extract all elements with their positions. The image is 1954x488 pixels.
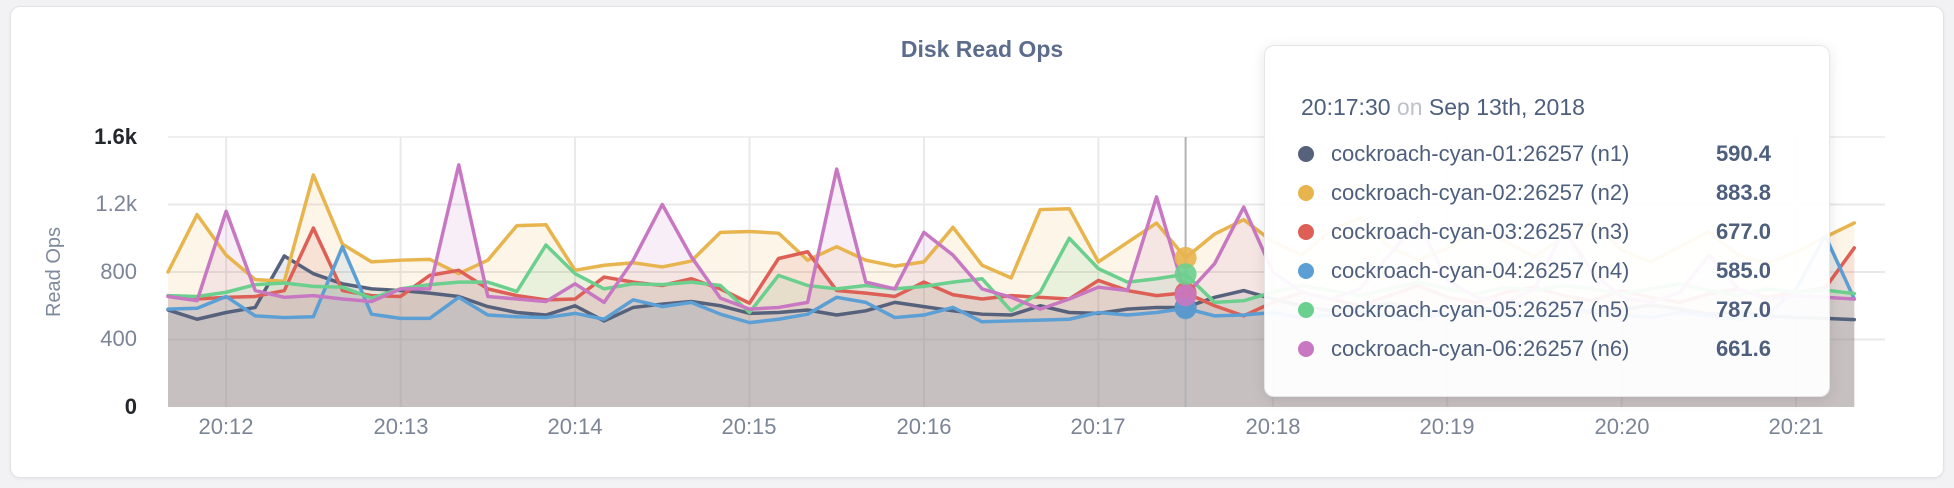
- y-tick-0: 0: [124, 394, 137, 419]
- series-value-n3: 677.0: [1715, 218, 1771, 244]
- tooltip-row-n1: cockroach-cyan-01:26257 (n1) 590.4: [1298, 134, 1771, 173]
- series-dot-n1: [1298, 145, 1314, 162]
- hover-dot-n5: [1174, 263, 1197, 286]
- x-tick-2012: 20:12: [198, 414, 254, 439]
- tooltip-rows: cockroach-cyan-01:26257 (n1) 590.4 cockr…: [1298, 134, 1771, 368]
- tooltip-on: on: [1396, 94, 1423, 120]
- series-value-n1: 590.4: [1715, 140, 1771, 166]
- series-label-n5: cockroach-cyan-05:26257 (n5): [1331, 296, 1630, 322]
- x-tick-2014: 20:14: [547, 414, 603, 439]
- series-label-n4: cockroach-cyan-04:26257 (n4): [1331, 257, 1630, 283]
- x-tick-2015: 20:15: [721, 414, 777, 439]
- series-value-n6: 661.6: [1715, 335, 1771, 361]
- y-tick-800: 800: [100, 259, 137, 284]
- tooltip-date: Sep 13th, 2018: [1428, 94, 1585, 120]
- x-tick-2016: 20:16: [896, 414, 952, 439]
- tooltip-row-n2: cockroach-cyan-02:26257 (n2) 883.8: [1298, 173, 1771, 212]
- chart-title: Disk Read Ops: [900, 36, 1064, 62]
- x-tick-2017: 20:17: [1070, 414, 1126, 439]
- tooltip-header: 20:17:30 on Sep 13th, 2018: [1298, 92, 1771, 122]
- series-value-n5: 787.0: [1715, 296, 1771, 322]
- x-tick-2020: 20:20: [1594, 414, 1650, 439]
- series-label-n3: cockroach-cyan-03:26257 (n3): [1331, 218, 1630, 244]
- x-tick-2013: 20:13: [373, 414, 429, 439]
- series-value-n4: 585.0: [1715, 257, 1771, 283]
- tooltip-row-n3: cockroach-cyan-03:26257 (n3) 677.0: [1298, 212, 1771, 251]
- x-tick-2018: 20:18: [1245, 414, 1301, 439]
- y-tick-1600: 1.6k: [94, 124, 137, 149]
- series-dot-n5: [1298, 301, 1314, 318]
- series-label-n6: cockroach-cyan-06:26257 (n6): [1331, 335, 1630, 361]
- tooltip-row-n6: cockroach-cyan-06:26257 (n6) 661.6: [1298, 329, 1771, 368]
- y-tick-400: 400: [100, 326, 137, 351]
- hover-dot-n6: [1174, 284, 1197, 307]
- hover-tooltip: 20:17:30 on Sep 13th, 2018 cockroach-cya…: [1264, 45, 1830, 397]
- series-dot-n6: [1298, 340, 1314, 357]
- x-tick-2021: 20:21: [1768, 414, 1824, 439]
- series-dot-n3: [1298, 223, 1314, 240]
- tooltip-time: 20:17:30: [1301, 94, 1391, 120]
- series-dot-n4: [1298, 262, 1314, 279]
- hover-dot-n2: [1174, 246, 1197, 269]
- y-tick-1200: 1.2k: [95, 191, 137, 216]
- series-dot-n2: [1298, 184, 1314, 201]
- series-value-n2: 883.8: [1715, 179, 1771, 205]
- tooltip-row-n4: cockroach-cyan-04:26257 (n4) 585.0: [1298, 251, 1771, 290]
- series-label-n2: cockroach-cyan-02:26257 (n2): [1331, 179, 1630, 205]
- tooltip-row-n5: cockroach-cyan-05:26257 (n5) 787.0: [1298, 290, 1771, 329]
- series-label-n1: cockroach-cyan-01:26257 (n1): [1331, 140, 1630, 166]
- x-tick-2019: 20:19: [1419, 414, 1475, 439]
